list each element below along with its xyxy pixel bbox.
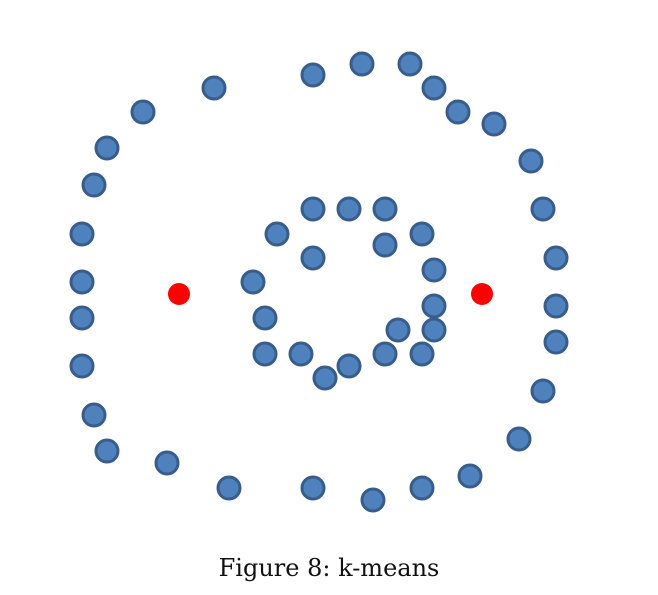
inner-ring-point xyxy=(372,196,398,222)
outer-ring-point xyxy=(81,172,107,198)
outer-ring-point xyxy=(530,378,556,404)
inner-ring-point xyxy=(421,257,447,283)
outer-ring-point xyxy=(506,426,532,452)
outer-ring-point xyxy=(201,75,227,101)
outer-ring-point xyxy=(543,245,569,271)
outer-ring-point xyxy=(154,450,180,476)
outer-ring-point xyxy=(397,51,423,77)
inner-ring-point xyxy=(312,365,338,391)
inner-ring-points xyxy=(240,196,447,391)
outer-ring-point xyxy=(445,99,471,125)
inner-ring-point xyxy=(372,232,398,258)
outer-ring-point xyxy=(69,221,95,247)
inner-ring-point xyxy=(372,341,398,367)
inner-ring-point xyxy=(264,221,290,247)
outer-ring-point xyxy=(69,269,95,295)
outer-ring-points xyxy=(69,51,569,513)
centroid-points xyxy=(168,283,493,305)
kmeans-scatter-plot xyxy=(69,51,569,513)
outer-ring-point xyxy=(69,353,95,379)
outer-ring-point xyxy=(543,329,569,355)
inner-ring-point xyxy=(240,269,266,295)
outer-ring-point xyxy=(69,305,95,331)
figure-caption: Figure 8: k-means xyxy=(218,554,440,582)
outer-ring-point xyxy=(94,135,120,161)
outer-ring-point xyxy=(130,99,156,125)
inner-ring-point xyxy=(288,341,314,367)
centroid-point xyxy=(168,283,190,305)
outer-ring-point xyxy=(300,475,326,501)
centroid-point xyxy=(471,283,493,305)
outer-ring-point xyxy=(216,475,242,501)
inner-ring-point xyxy=(409,221,435,247)
inner-ring-point xyxy=(300,196,326,222)
inner-ring-point xyxy=(421,317,447,343)
inner-ring-point xyxy=(336,353,362,379)
inner-ring-point xyxy=(300,245,326,271)
outer-ring-point xyxy=(81,402,107,428)
outer-ring-point xyxy=(349,51,375,77)
outer-ring-point xyxy=(457,463,483,489)
inner-ring-point xyxy=(252,305,278,331)
outer-ring-point xyxy=(94,438,120,464)
inner-ring-point xyxy=(385,317,411,343)
inner-ring-point xyxy=(336,196,362,222)
outer-ring-point xyxy=(530,196,556,222)
inner-ring-point xyxy=(252,341,278,367)
outer-ring-point xyxy=(518,148,544,174)
inner-ring-point xyxy=(409,341,435,367)
outer-ring-point xyxy=(300,62,326,88)
outer-ring-point xyxy=(360,487,386,513)
outer-ring-point xyxy=(421,75,447,101)
outer-ring-point xyxy=(409,475,435,501)
outer-ring-point xyxy=(543,293,569,319)
inner-ring-point xyxy=(421,293,447,319)
outer-ring-point xyxy=(481,111,507,137)
